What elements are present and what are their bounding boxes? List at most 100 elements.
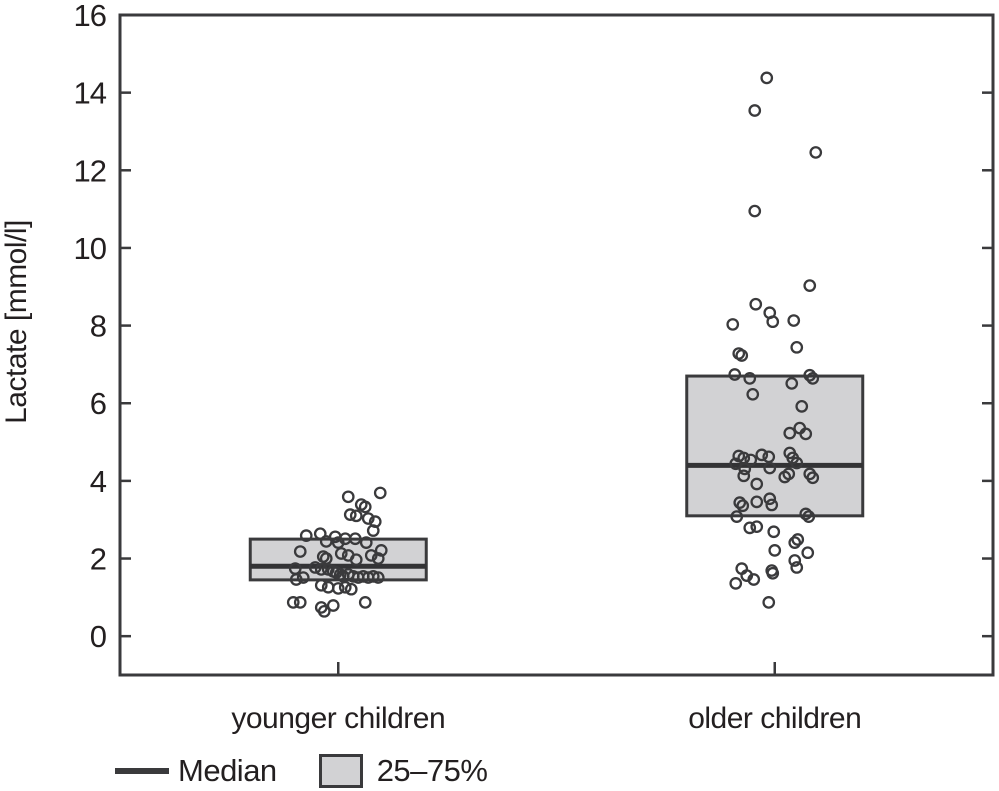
y-tick-label: 16 (74, 0, 106, 33)
data-point (743, 521, 757, 535)
data-point (371, 571, 385, 584)
y-tick-label: 2 (90, 542, 106, 577)
data-point (762, 596, 776, 609)
data-point (806, 372, 820, 385)
data-point (321, 580, 335, 594)
legend: Median 25–75% (115, 753, 488, 789)
data-point (313, 527, 327, 541)
data-point (768, 544, 782, 557)
data-point (364, 549, 378, 562)
data-point (296, 571, 310, 584)
data-point (782, 467, 796, 481)
data-point (736, 499, 750, 513)
data-point (746, 387, 760, 401)
data-point (341, 490, 355, 504)
data-point (314, 563, 328, 576)
data-point (765, 498, 779, 512)
data-point (733, 496, 747, 509)
data-point (308, 561, 322, 574)
data-point (326, 599, 340, 612)
y-tick-label: 4 (90, 464, 107, 499)
data-point (338, 580, 352, 594)
plot-frame (118, 13, 995, 677)
data-point (743, 372, 757, 385)
data-point (747, 573, 761, 586)
data-point (319, 535, 333, 548)
legend-iqr-label: 25–75% (376, 753, 488, 788)
data-point (299, 529, 313, 542)
y-tick-label: 10 (74, 231, 107, 266)
data-point (334, 547, 348, 560)
data-point (726, 318, 740, 331)
data-point (799, 427, 813, 441)
data-point (783, 426, 797, 440)
data-point (785, 377, 799, 390)
data-point (343, 508, 357, 522)
data-point (748, 104, 762, 117)
y-axis-label: Lactate [mmol/l] (0, 220, 33, 424)
median-line-swatch (115, 768, 169, 774)
data-point (763, 461, 777, 475)
iqr-box (685, 374, 865, 518)
y-tick-label: 6 (90, 386, 106, 421)
data-point (799, 507, 813, 521)
data-point (750, 495, 764, 509)
data-point (790, 456, 804, 470)
data-point (748, 204, 762, 218)
data-point (806, 471, 820, 485)
x-category-label: older children (688, 702, 861, 735)
data-point (735, 349, 749, 362)
data-point (766, 315, 780, 329)
data-point (750, 477, 764, 491)
data-point (766, 566, 780, 580)
data-point (366, 570, 380, 583)
data-point (749, 297, 763, 311)
data-point (767, 525, 781, 539)
x-category-label: younger children (231, 702, 445, 735)
y-tick-label: 8 (90, 309, 106, 344)
data-point (737, 469, 751, 483)
data-point (728, 368, 742, 381)
data-point (289, 573, 303, 586)
data-point (349, 553, 363, 567)
data-point (359, 536, 373, 549)
data-point (738, 462, 752, 476)
data-point (730, 510, 744, 523)
data-point (802, 510, 816, 523)
data-point (344, 582, 358, 596)
data-point (803, 279, 817, 292)
data-point (314, 578, 328, 592)
data-point (750, 520, 764, 534)
data-point (358, 596, 372, 609)
data-point (317, 604, 331, 618)
data-point (361, 512, 375, 525)
data-point (760, 71, 774, 85)
legend-median-label: Median (178, 753, 277, 788)
data-point (349, 509, 363, 523)
data-point (729, 577, 743, 590)
data-point (374, 544, 388, 557)
y-tick-label: 12 (74, 153, 106, 188)
data-point (763, 492, 777, 506)
iqr-box-swatch (318, 754, 363, 788)
data-point (788, 536, 802, 549)
data-point (331, 582, 345, 595)
data-point (790, 340, 804, 354)
data-point (348, 532, 362, 546)
data-point (293, 545, 307, 558)
data-point (371, 552, 385, 565)
data-point (358, 500, 372, 514)
data-point (809, 146, 823, 159)
data-point (790, 561, 804, 574)
data-point (331, 536, 345, 549)
y-tick-label: 14 (74, 76, 107, 111)
data-point (787, 314, 801, 327)
data-point (788, 554, 802, 567)
data-point (755, 448, 769, 462)
data-point (791, 533, 805, 546)
data-point (801, 546, 815, 560)
data-point (803, 368, 817, 382)
data-point (293, 596, 307, 609)
data-point (744, 453, 758, 467)
